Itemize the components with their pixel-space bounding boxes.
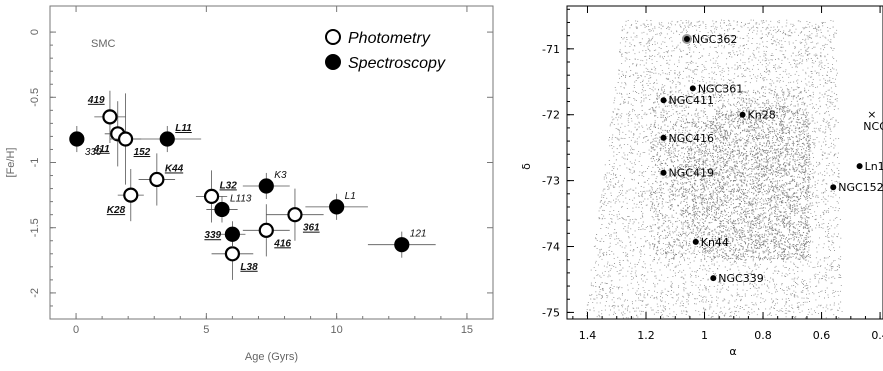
photometry-point	[287, 207, 303, 223]
spectroscopy-point	[69, 131, 85, 147]
point-label: 416	[273, 238, 291, 249]
chart-title: SMC	[91, 38, 116, 50]
y-tick-label: -74	[542, 241, 560, 254]
point-label: 339	[204, 230, 221, 241]
photometry-point	[203, 188, 220, 205]
cluster-marker	[660, 97, 667, 104]
photometry-point	[258, 222, 274, 238]
y-tick-label: -0.5	[29, 88, 41, 107]
x-tick-label: 0.8	[754, 329, 772, 342]
y-tick-label: -75	[542, 306, 560, 319]
point-label: L38	[240, 262, 258, 273]
cluster-label: NGC419	[669, 167, 714, 180]
map-frame	[566, 5, 883, 320]
star-field	[586, 19, 843, 319]
x-axis-label: α	[729, 345, 736, 358]
photometry-point	[224, 246, 241, 262]
faint-stars	[586, 19, 843, 319]
y-tick-label: -72	[542, 109, 560, 122]
cluster-label: Ln11	[865, 160, 883, 173]
point-label: 330	[85, 147, 102, 158]
cluster-marker	[660, 169, 667, 176]
photometry-point	[102, 109, 118, 125]
y-tick-label: -2	[29, 288, 41, 298]
spectroscopy-point	[394, 237, 410, 253]
cluster-label: NGC411	[669, 94, 714, 107]
x-axis-label: Age (Gyrs)	[245, 351, 298, 363]
point-label: L1	[345, 191, 356, 202]
x-tick-label: 0.4	[871, 329, 883, 342]
cluster-label: Kn44	[701, 236, 729, 249]
point-label: 361	[303, 223, 320, 234]
cluster-cross-marker: ×	[867, 108, 876, 121]
cluster-label: NGC339	[718, 272, 763, 285]
point-label: K28	[107, 205, 126, 216]
point-label: L11	[175, 123, 192, 134]
spectroscopy-point	[258, 178, 274, 194]
point-label: K3	[274, 170, 287, 181]
point-label: 411	[93, 144, 110, 155]
cluster-marker	[692, 238, 699, 245]
cluster-marker	[660, 134, 667, 141]
spectroscopy-point	[214, 201, 230, 218]
x-tick-label: 10	[331, 324, 343, 336]
photometry-point	[123, 187, 139, 203]
x-tick-label: 1	[701, 329, 708, 342]
cluster-marker	[689, 85, 696, 92]
point-label: 121	[410, 229, 427, 240]
point-label: K44	[165, 163, 184, 174]
x-tick-label: 0.6	[813, 329, 831, 342]
point-label: L113	[230, 193, 252, 204]
point-label: 419	[87, 95, 105, 106]
cluster-label: NGC362	[692, 33, 737, 46]
photometry-point	[149, 171, 165, 188]
y-tick-label: -73	[542, 175, 560, 188]
y-tick-label: -1.5	[29, 218, 41, 237]
cluster-marker	[739, 111, 746, 118]
cluster-label: NGC416	[669, 132, 714, 145]
y-tick-label: 0	[29, 29, 41, 35]
legend-label: Photometry	[348, 30, 431, 47]
cluster-marker	[683, 35, 690, 42]
cluster-marker	[710, 275, 717, 282]
legend-filled-marker	[325, 54, 341, 70]
x-tick-label: 15	[461, 324, 473, 336]
cluster-marker	[830, 184, 837, 191]
x-tick-label: 1.4	[579, 329, 597, 342]
photometry-point	[117, 131, 134, 147]
legend-open-marker	[325, 29, 341, 45]
x-tick-label: 1.2	[637, 329, 655, 342]
cluster-label: Kn28	[748, 109, 776, 122]
point-label: L32	[220, 180, 238, 191]
dense-stars	[650, 89, 811, 261]
cluster-label: NGC152	[838, 181, 883, 194]
legend-label: Spectroscopy	[348, 55, 446, 72]
x-tick-label: 0	[73, 324, 79, 336]
y-tick-label: -1	[29, 158, 41, 168]
spectroscopy-point	[224, 226, 241, 242]
cluster-label: NCG104	[863, 120, 883, 133]
spectroscopy-point	[159, 131, 175, 147]
x-tick-label: 5	[203, 324, 209, 336]
age-metallicity-chart: 0 5 10 15 0 -0.5 -1 -1.5 -2 Age (Gyrs) [Fe/H] SMC Ph…	[5, 5, 494, 363]
point-label: 152	[134, 147, 151, 158]
y-axis-label: δ	[520, 163, 533, 170]
cluster-marker	[856, 163, 863, 170]
y-axis-label: [Fe/H]	[5, 148, 17, 178]
cluster-label: NGC361	[698, 82, 743, 95]
spectroscopy-point	[329, 199, 345, 215]
y-tick-label: -71	[542, 43, 560, 56]
